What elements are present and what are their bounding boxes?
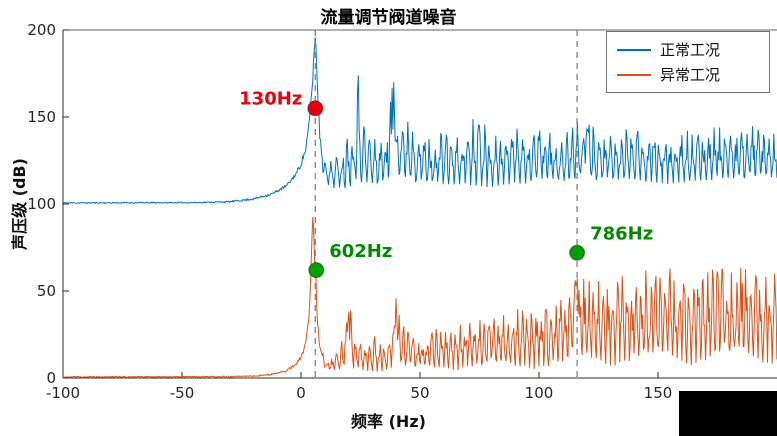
x-axis-label: 频率 (Hz): [351, 412, 426, 431]
legend-line-sample-normal: [617, 48, 651, 51]
legend-item-normal: 正常工况: [617, 37, 759, 62]
series-line-abnormal: [63, 217, 777, 378]
annotation-label-0: 130Hz: [239, 88, 302, 109]
x-tick-label: 50: [410, 384, 429, 402]
y-tick-label: 150: [27, 108, 56, 126]
series-line-normal: [63, 37, 777, 205]
chart-title: 流量调节阀道噪音: [320, 8, 457, 28]
redaction-box: [679, 391, 777, 436]
legend-label-normal: 正常工况: [660, 41, 721, 59]
annotation-dot-1: [308, 262, 325, 279]
y-tick-label: 100: [27, 195, 56, 213]
y-tick-label: 50: [37, 282, 56, 300]
annotation-dot-0: [307, 100, 324, 117]
x-tick-label: 100: [525, 384, 554, 402]
annotation-dot-2: [568, 244, 586, 261]
y-tick-label: 0: [46, 369, 56, 387]
annotation-label-2: 786Hz: [590, 224, 653, 245]
legend: 正常工况 异常工况: [606, 31, 770, 93]
legend-item-abnormal: 异常工况: [617, 62, 759, 87]
x-tick-label: -50: [170, 384, 195, 402]
x-tick-label: 0: [296, 384, 306, 402]
y-tick-label: 200: [27, 21, 56, 39]
x-tick-label: 150: [644, 384, 673, 402]
x-tick-label: -100: [46, 384, 80, 402]
annotation-label-1: 602Hz: [329, 241, 392, 262]
legend-label-abnormal: 异常工况: [660, 66, 721, 84]
legend-line-sample-abnormal: [617, 73, 651, 76]
